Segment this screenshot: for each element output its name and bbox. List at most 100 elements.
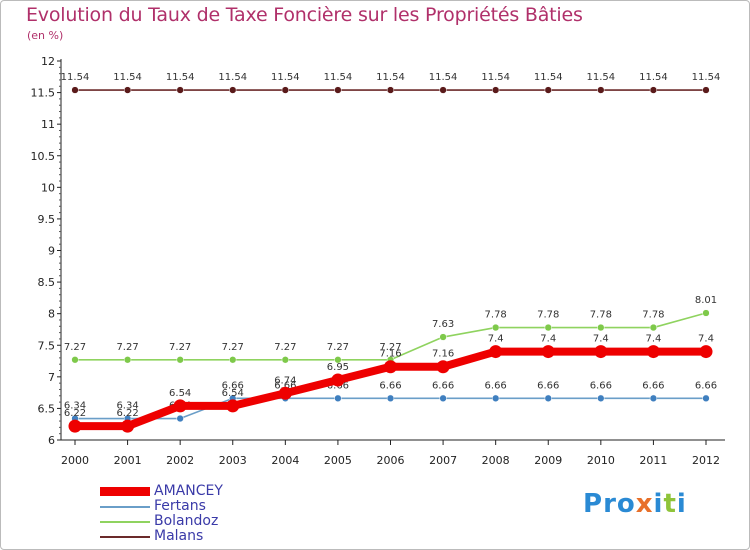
data-label-amancey: 7.4 [698, 334, 714, 345]
x-tick-label: 2003 [219, 454, 247, 467]
y-tick-label: 6.5 [38, 402, 56, 415]
data-label-malans: 11.54 [324, 72, 353, 83]
legend-item-fertans[interactable]: Fertans [100, 499, 223, 514]
point-bolandoz [123, 356, 132, 364]
data-label-fertans: 6.66 [695, 380, 717, 391]
point-amancey [541, 345, 555, 359]
point-amancey [594, 345, 608, 359]
point-fertans [439, 394, 447, 402]
y-tick-label: 6 [48, 434, 55, 447]
legend-label-bolandoz: Bolandoz [154, 513, 219, 529]
point-malans [544, 86, 552, 94]
point-malans [281, 86, 289, 94]
y-tick-label: 8 [48, 308, 55, 321]
y-tick-label: 9.5 [38, 213, 56, 226]
data-label-bolandoz: 7.27 [222, 342, 244, 353]
x-tick-label: 2001 [114, 454, 142, 467]
y-tick-label: 8.5 [38, 276, 56, 289]
point-amancey [226, 399, 240, 413]
point-amancey [331, 373, 345, 387]
data-label-malans: 11.54 [692, 72, 721, 83]
data-label-amancey: 6.54 [222, 388, 244, 399]
data-label-bolandoz: 7.78 [642, 310, 664, 321]
point-bolandoz [702, 309, 710, 317]
legend-item-bolandoz[interactable]: Bolandoz [100, 514, 223, 529]
data-label-fertans: 6.66 [379, 380, 401, 391]
point-fertans [334, 394, 342, 402]
point-amancey [489, 345, 503, 359]
point-amancey [646, 345, 660, 359]
data-label-bolandoz: 7.63 [432, 319, 454, 330]
point-malans [123, 86, 132, 94]
chart-title: Evolution du Taux de Taxe Foncière sur l… [26, 4, 583, 26]
point-fertans [386, 394, 395, 402]
legend-label-amancey: AMANCEY [154, 483, 223, 499]
data-label-malans: 11.54 [481, 72, 510, 83]
x-tick-label: 2007 [429, 454, 457, 467]
x-tick-label: 2012 [692, 454, 720, 467]
data-label-amancey: 6.54 [169, 388, 191, 399]
data-label-bolandoz: 7.78 [590, 310, 612, 321]
point-amancey [699, 345, 713, 359]
data-label-fertans: 6.66 [222, 380, 244, 391]
x-tick-label: 2008 [482, 454, 510, 467]
data-label-fertans: 6.66 [590, 380, 612, 391]
point-fertans [649, 394, 658, 402]
data-label-bolandoz: 7.78 [485, 310, 507, 321]
data-label-malans: 11.54 [429, 72, 458, 83]
point-malans [386, 86, 395, 94]
x-tick-label: 2011 [639, 454, 667, 467]
proxiti-logo: Proxiti [583, 489, 687, 519]
data-label-amancey: 6.74 [274, 375, 296, 386]
data-label-amancey: 6.95 [327, 362, 349, 373]
point-malans [597, 86, 605, 94]
point-malans [176, 86, 184, 94]
point-malans [71, 86, 79, 94]
data-label-malans: 11.54 [639, 72, 668, 83]
point-fertans [544, 394, 552, 402]
y-tick-label: 7 [48, 371, 55, 384]
legend-item-amancey[interactable]: AMANCEY [100, 484, 223, 499]
data-label-amancey: 7.4 [488, 334, 504, 345]
point-bolandoz [544, 323, 552, 332]
chart-subtitle: (en %) [27, 29, 64, 42]
y-tick-label: 12 [41, 55, 55, 68]
legend-swatch-amancey [100, 487, 150, 496]
point-malans [439, 86, 447, 94]
data-label-fertans: 6.66 [274, 380, 296, 391]
x-tick-label: 2006 [377, 454, 405, 467]
x-tick-label: 2009 [534, 454, 562, 467]
data-label-bolandoz: 7.27 [169, 342, 191, 353]
point-amancey [278, 386, 292, 400]
data-label-bolandoz: 7.78 [537, 310, 559, 321]
data-label-malans: 11.54 [218, 72, 247, 83]
data-label-amancey: 6.22 [116, 408, 138, 419]
legend-item-malans[interactable]: Malans [100, 529, 223, 544]
point-malans [229, 86, 237, 94]
point-bolandoz [649, 323, 658, 332]
y-tick-label: 9 [48, 245, 55, 258]
point-amancey [173, 399, 187, 413]
data-label-bolandoz: 7.27 [379, 342, 401, 353]
point-malans [334, 86, 342, 94]
legend-label-malans: Malans [154, 528, 204, 544]
x-tick-label: 2000 [61, 454, 89, 467]
y-tick-label: 10.5 [31, 150, 56, 163]
point-amancey [68, 419, 82, 433]
point-fertans [492, 394, 500, 402]
data-label-bolandoz: 7.27 [274, 342, 296, 353]
y-tick-label: 10 [41, 181, 55, 194]
data-label-fertans: 6.66 [485, 380, 507, 391]
data-label-fertans: 6.66 [432, 380, 454, 391]
x-tick-label: 2002 [166, 454, 194, 467]
point-bolandoz [71, 356, 79, 364]
point-bolandoz [439, 333, 447, 341]
y-tick-label: 11.5 [31, 87, 56, 100]
point-fertans [702, 394, 710, 402]
y-tick-label: 11 [41, 118, 55, 131]
legend-swatch-malans [100, 535, 150, 538]
data-label-amancey: 7.4 [593, 334, 609, 345]
data-label-bolandoz: 8.01 [695, 295, 717, 306]
data-label-malans: 11.54 [113, 72, 142, 83]
